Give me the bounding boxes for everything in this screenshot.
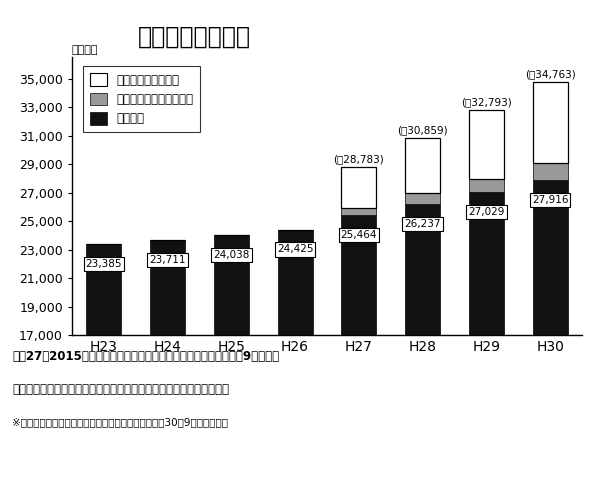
Text: 26,237: 26,237	[404, 218, 441, 228]
Bar	[533, 162, 568, 180]
Text: （か所）: （か所）	[72, 45, 98, 55]
Bar	[405, 138, 440, 194]
Bar	[341, 168, 376, 207]
Bar	[405, 194, 440, 204]
Text: る０～２才児を受け入れる「特定地域型保育事業」の増加が目立つ。: る０～２才児を受け入れる「特定地域型保育事業」の増加が目立つ。	[12, 383, 229, 396]
Bar	[214, 235, 249, 479]
Bar	[150, 240, 185, 479]
Bar	[405, 204, 440, 479]
Text: (計28,783): (計28,783)	[334, 155, 384, 165]
Text: 25,464: 25,464	[341, 229, 377, 240]
Text: (計30,859): (計30,859)	[397, 125, 448, 135]
Legend: 特定地域型保育事業, 幼稚園型認定こども園等, 保育所等: 特定地域型保育事業, 幼稚園型認定こども園等, 保育所等	[83, 66, 200, 132]
Text: 23,385: 23,385	[86, 259, 122, 269]
Bar	[341, 207, 376, 215]
Text: 23,711: 23,711	[149, 255, 186, 264]
Text: 27,916: 27,916	[532, 195, 568, 205]
Bar	[86, 244, 121, 479]
Text: 27,029: 27,029	[468, 207, 505, 217]
Bar	[533, 82, 568, 162]
Bar	[341, 215, 376, 479]
Bar	[469, 193, 504, 479]
Text: ※厚生労働省「保育所等関連状況取りまとめ」（平成30年9月公表）より: ※厚生労働省「保育所等関連状況取りまとめ」（平成30年9月公表）より	[12, 417, 228, 427]
Text: (計34,763): (計34,763)	[525, 69, 575, 80]
Text: 保育所等数の推移: 保育所等数の推移	[139, 24, 251, 48]
Bar	[469, 110, 504, 179]
Text: 24,038: 24,038	[213, 250, 250, 260]
Bar	[533, 180, 568, 479]
Text: 平成27（2015）年以降、保育施設の数は急増。中でも待機児童の9割を占め: 平成27（2015）年以降、保育施設の数は急増。中でも待機児童の9割を占め	[12, 350, 279, 363]
Bar	[469, 179, 504, 193]
Bar	[278, 229, 313, 479]
Text: (計32,793): (計32,793)	[461, 97, 512, 107]
Text: 24,425: 24,425	[277, 244, 313, 254]
